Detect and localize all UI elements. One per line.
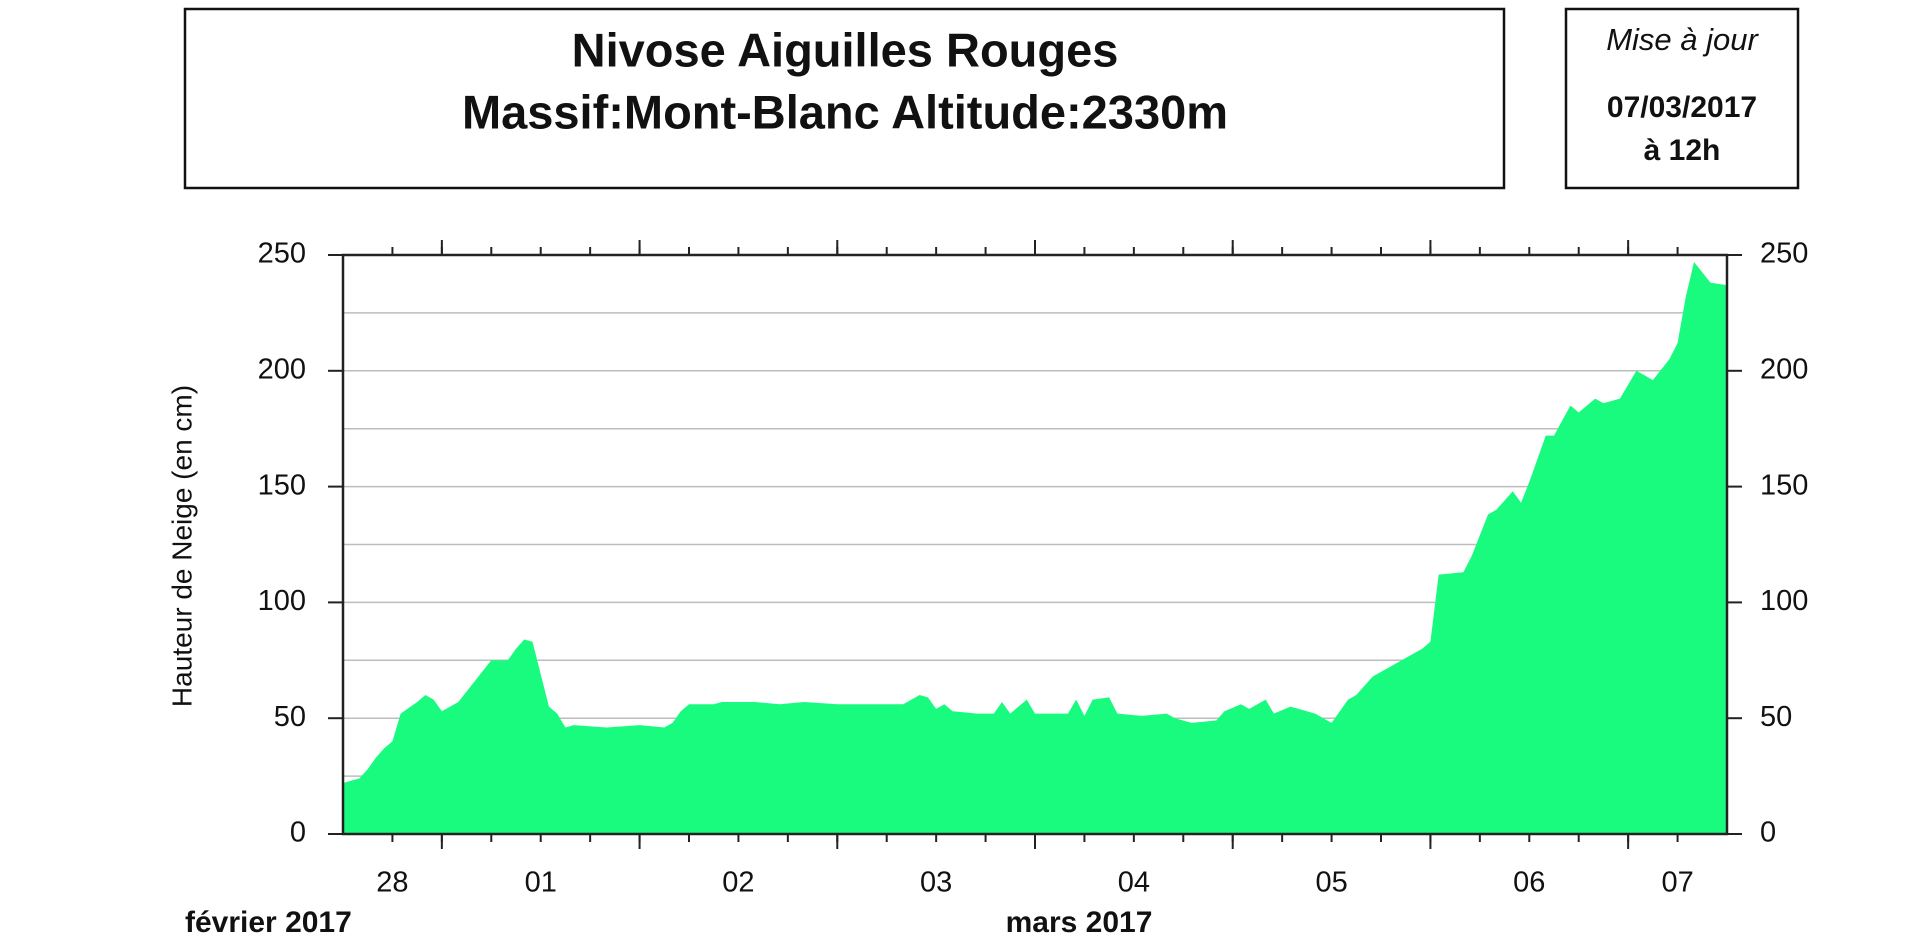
update-heading: Mise à jour xyxy=(1606,22,1759,57)
month-label: février 2017 xyxy=(185,906,352,939)
y-tick-label: 250 xyxy=(258,238,306,270)
month-label: mars 2017 xyxy=(1006,906,1153,939)
update-date: 07/03/2017 xyxy=(1607,91,1757,124)
update-time: à 12h xyxy=(1644,134,1721,167)
y-tick-label: 150 xyxy=(258,469,306,501)
y2-tick-label: 150 xyxy=(1760,469,1808,501)
chart-subtitle: Massif:Mont-Blanc Altitude:2330m xyxy=(462,85,1228,138)
y-tick-label: 100 xyxy=(258,585,306,617)
y-tick-label: 200 xyxy=(258,353,306,385)
y2-tick-label: 50 xyxy=(1760,701,1792,733)
x-tick-label: 06 xyxy=(1513,867,1545,899)
update-box xyxy=(1564,7,1800,190)
y-axis-label: Hauteur de Neige (en cm) xyxy=(166,385,197,707)
y2-tick-label: 0 xyxy=(1760,817,1776,849)
x-tick-label: 05 xyxy=(1315,867,1347,899)
title-box xyxy=(183,7,1506,190)
x-tick-label: 28 xyxy=(376,867,408,899)
snow-depth-area xyxy=(343,261,1727,834)
y2-tick-label: 200 xyxy=(1760,353,1808,385)
y2-tick-label: 250 xyxy=(1760,238,1808,270)
x-tick-label: 07 xyxy=(1661,867,1693,899)
y-tick-label: 0 xyxy=(290,817,306,849)
chart-title: Nivose Aiguilles Rouges xyxy=(572,23,1119,76)
x-tick-label: 03 xyxy=(920,867,952,899)
x-tick-label: 01 xyxy=(525,867,557,899)
y-tick-label: 50 xyxy=(274,701,306,733)
x-tick-label: 04 xyxy=(1118,867,1150,899)
x-tick-label: 02 xyxy=(722,867,754,899)
y2-tick-label: 100 xyxy=(1760,585,1808,617)
